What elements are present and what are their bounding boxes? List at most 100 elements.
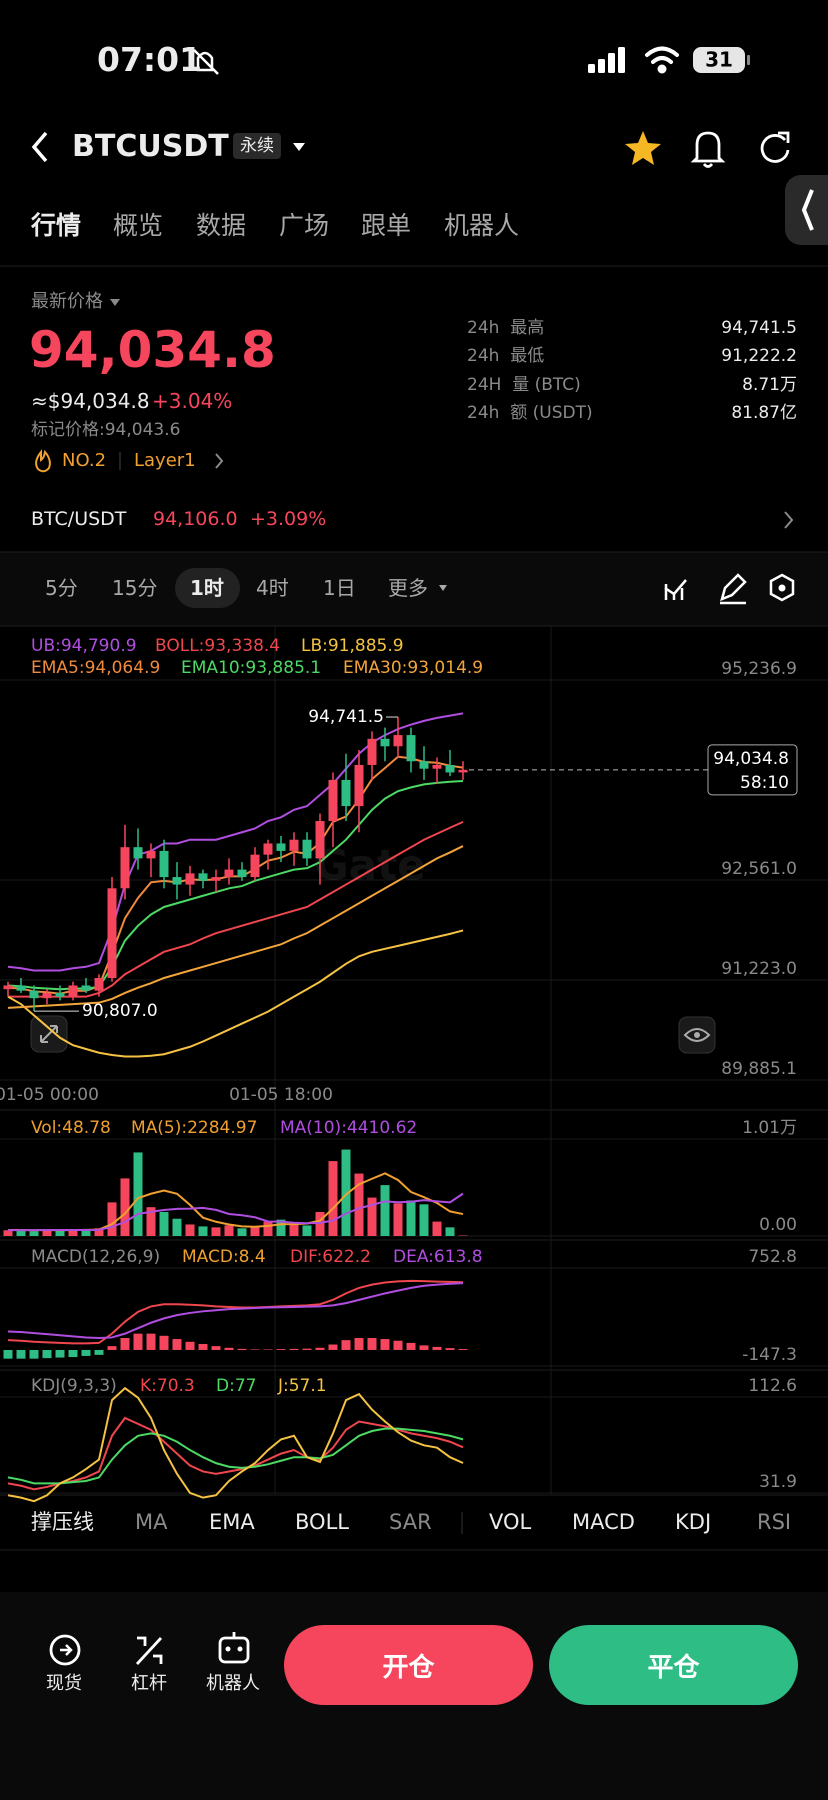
indicator-icon[interactable] xyxy=(664,579,687,600)
indicator-tab[interactable]: VOL xyxy=(489,1510,532,1534)
indicator-tab[interactable]: MA xyxy=(135,1510,168,1534)
bar xyxy=(263,1349,273,1350)
interval[interactable]: 4时 xyxy=(256,576,289,600)
legend-entry: MA(10):4410.62 xyxy=(280,1118,417,1138)
chevron[interactable] xyxy=(215,453,224,469)
interval[interactable]: 5分 xyxy=(45,576,78,600)
y-tick-label: 112.6 xyxy=(748,1376,797,1396)
indicator-tab[interactable]: BOLL xyxy=(295,1510,349,1534)
interval[interactable]: 更多 xyxy=(388,576,428,600)
settings-icon[interactable] xyxy=(769,573,795,602)
indicator-tab[interactable]: 撑压线 xyxy=(31,1510,94,1534)
indicator-tab[interactable]: SAR xyxy=(389,1510,432,1534)
stat-value: 94,741.5 xyxy=(721,318,797,338)
contract-badge: 永续 xyxy=(233,133,281,160)
last-price-label: 94,034.8 xyxy=(713,749,789,769)
bar xyxy=(393,1203,403,1236)
tab[interactable]: 跟单 xyxy=(361,211,412,240)
candle-body xyxy=(120,847,130,889)
bar xyxy=(341,1149,351,1236)
tab[interactable]: 概览 xyxy=(113,211,164,240)
tab[interactable]: 广场 xyxy=(279,211,330,240)
bar xyxy=(159,1211,169,1236)
bar xyxy=(185,1224,195,1236)
bar xyxy=(406,1342,416,1350)
stat-label: 24h 额 (USDT) xyxy=(467,403,593,423)
share-icon[interactable] xyxy=(760,131,790,163)
indicator-tab[interactable]: RSI xyxy=(757,1510,792,1534)
series-line xyxy=(7,1282,464,1339)
interval-band xyxy=(0,552,828,626)
open-button[interactable]: 开仓 xyxy=(284,1625,533,1705)
bar xyxy=(211,1227,221,1236)
bar xyxy=(315,1211,325,1236)
interval[interactable]: 1时 xyxy=(190,576,224,600)
bar xyxy=(367,1337,377,1350)
mute-icon xyxy=(193,49,219,75)
bar xyxy=(94,1349,104,1355)
bar xyxy=(133,1152,143,1236)
legend-entry: EMA5:94,064.9 xyxy=(31,658,160,678)
nav-label[interactable]: 杠杆 xyxy=(131,1673,167,1694)
side-tab[interactable] xyxy=(785,175,828,245)
symbol-dropdown[interactable] xyxy=(293,143,305,151)
stat-label: 24H 量 (BTC) xyxy=(467,375,581,395)
legend-entry: LB:91,885.9 xyxy=(301,636,404,656)
series-line xyxy=(7,1192,464,1232)
bar xyxy=(341,1340,351,1350)
legend-entry: DIF:622.2 xyxy=(290,1247,371,1267)
x-tick-label: 01-05 00:00 xyxy=(0,1085,99,1105)
bar xyxy=(94,1228,104,1236)
candle-body xyxy=(406,735,416,762)
bar xyxy=(81,1349,91,1356)
candle-body xyxy=(458,769,468,773)
indicator-tab[interactable]: MACD xyxy=(572,1510,635,1534)
sector-tag[interactable]: Layer1 xyxy=(134,450,196,471)
spot-icon[interactable] xyxy=(49,1634,81,1666)
bar xyxy=(380,1339,390,1350)
series-line xyxy=(7,1416,464,1491)
bar xyxy=(289,1224,299,1236)
nav-label[interactable]: 机器人 xyxy=(206,1673,260,1694)
chevron[interactable] xyxy=(784,511,794,529)
bar xyxy=(3,1230,13,1236)
series-line xyxy=(7,929,464,1058)
index-pair[interactable]: BTC/USDT xyxy=(31,508,127,530)
close-button[interactable]: 平仓 xyxy=(549,1625,798,1705)
symbol[interactable]: BTCUSDT xyxy=(72,129,229,164)
price-dropdown[interactable] xyxy=(110,299,120,306)
wifi-icon xyxy=(645,46,679,74)
candle-body xyxy=(224,869,234,878)
bar xyxy=(328,1344,338,1350)
interval[interactable]: 1日 xyxy=(323,576,356,600)
y-tick-label: 0.00 xyxy=(759,1215,797,1235)
back-button[interactable] xyxy=(31,131,48,163)
series-line xyxy=(7,1279,464,1345)
margin-icon[interactable] xyxy=(135,1636,163,1665)
bar xyxy=(406,1200,416,1236)
side-tab-arrow xyxy=(801,189,814,231)
indicator-tab[interactable]: EMA xyxy=(209,1510,255,1534)
draw-icon[interactable] xyxy=(720,573,747,605)
legend-entry: J:57.1 xyxy=(277,1376,327,1396)
tab[interactable]: 机器人 xyxy=(444,211,520,240)
more-dropdown[interactable] xyxy=(439,585,447,591)
favorite-star[interactable] xyxy=(625,131,661,165)
bar xyxy=(458,1349,468,1350)
last-price-box xyxy=(707,744,798,796)
bell-icon[interactable] xyxy=(690,131,726,168)
nav-label[interactable]: 现货 xyxy=(46,1673,82,1694)
candle-body xyxy=(3,985,13,990)
battery xyxy=(693,47,745,73)
series-line xyxy=(8,820,464,998)
legend-entry: MACD(12,26,9) xyxy=(31,1247,160,1267)
price-change: +3.04% xyxy=(152,389,233,413)
bar xyxy=(302,1225,312,1236)
tab[interactable]: 数据 xyxy=(196,211,247,240)
indicator-tab[interactable]: KDJ xyxy=(675,1510,712,1534)
tab[interactable]: 行情 xyxy=(31,211,82,240)
interval[interactable]: 15分 xyxy=(112,576,158,600)
bar xyxy=(393,1340,403,1350)
countdown: 58:10 xyxy=(740,773,789,793)
y-tick-label: 89,885.1 xyxy=(721,1059,797,1079)
